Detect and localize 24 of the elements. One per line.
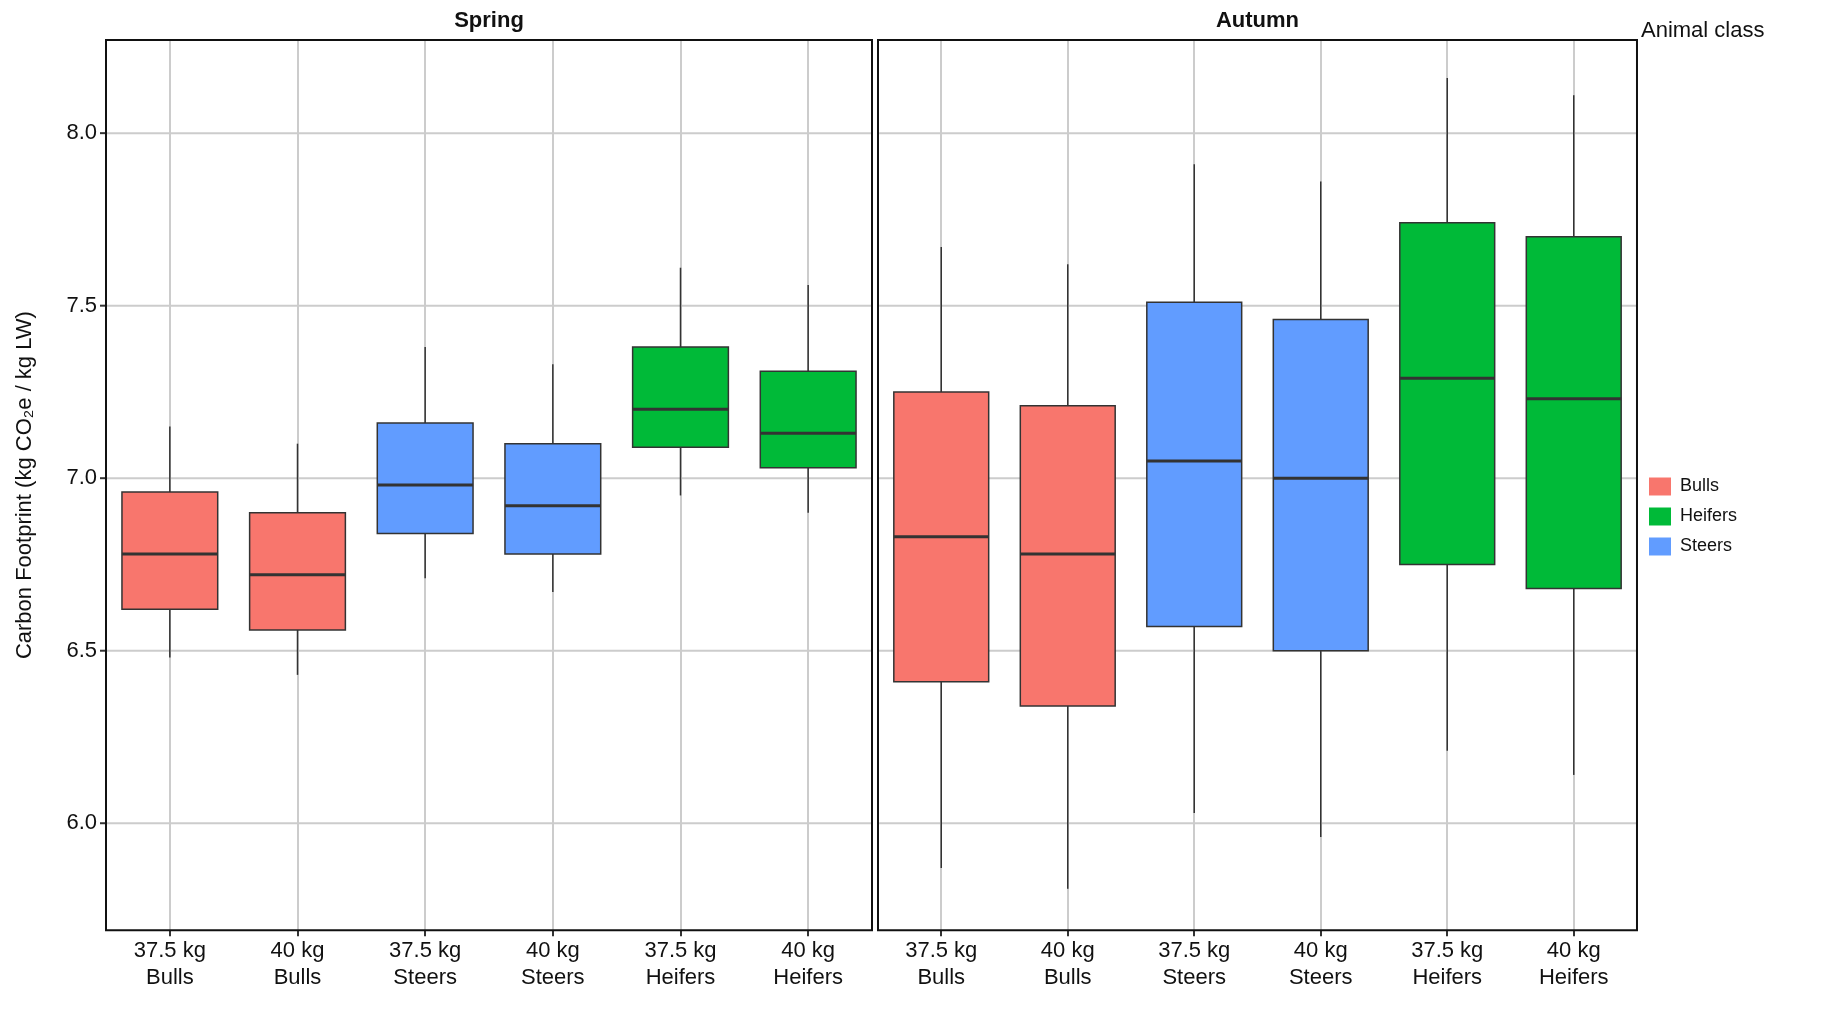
y-tick-label: 7.5 bbox=[66, 291, 97, 317]
legend-label: Steers bbox=[1679, 535, 1733, 556]
x-tick-label: 37.5 kg Heifers bbox=[1411, 937, 1484, 989]
y-tick-label: 6.0 bbox=[66, 809, 97, 835]
x-tick-label: 37.5 kg Bulls bbox=[133, 937, 206, 989]
x-tick-label: 37.5 kg Steers bbox=[1158, 937, 1231, 989]
legend-label: Heifers bbox=[1679, 505, 1737, 526]
chart-title: Autumn bbox=[1215, 7, 1300, 33]
x-tick-label: 40 kg Bulls bbox=[270, 937, 325, 989]
x-tick-label: 37.5 kg Heifers bbox=[644, 937, 717, 989]
x-tick-label: 40 kg Steers bbox=[521, 937, 585, 989]
x-tick-label: 40 kg Heifers bbox=[1538, 937, 1609, 989]
y-tick-label: 8.0 bbox=[66, 119, 97, 145]
legend-label: Bulls bbox=[1679, 475, 1719, 496]
y-axis-title: Carbon Footprint (kg CO₂e / kg LW) bbox=[11, 311, 37, 660]
x-tick-label: 40 kg Bulls bbox=[1040, 937, 1095, 989]
x-tick-label: 40 kg Steers bbox=[1288, 937, 1353, 989]
legend-title: Animal class bbox=[1640, 17, 1765, 43]
y-tick-label: 6.5 bbox=[66, 636, 97, 662]
x-tick-label: 37.5 kg Steers bbox=[389, 937, 462, 989]
x-tick-label: 40 kg Heifers bbox=[773, 937, 844, 989]
x-tick-label: 37.5 kg Bulls bbox=[905, 937, 978, 989]
chart-title: Spring bbox=[454, 7, 524, 33]
y-tick-label: 7.0 bbox=[66, 464, 97, 490]
